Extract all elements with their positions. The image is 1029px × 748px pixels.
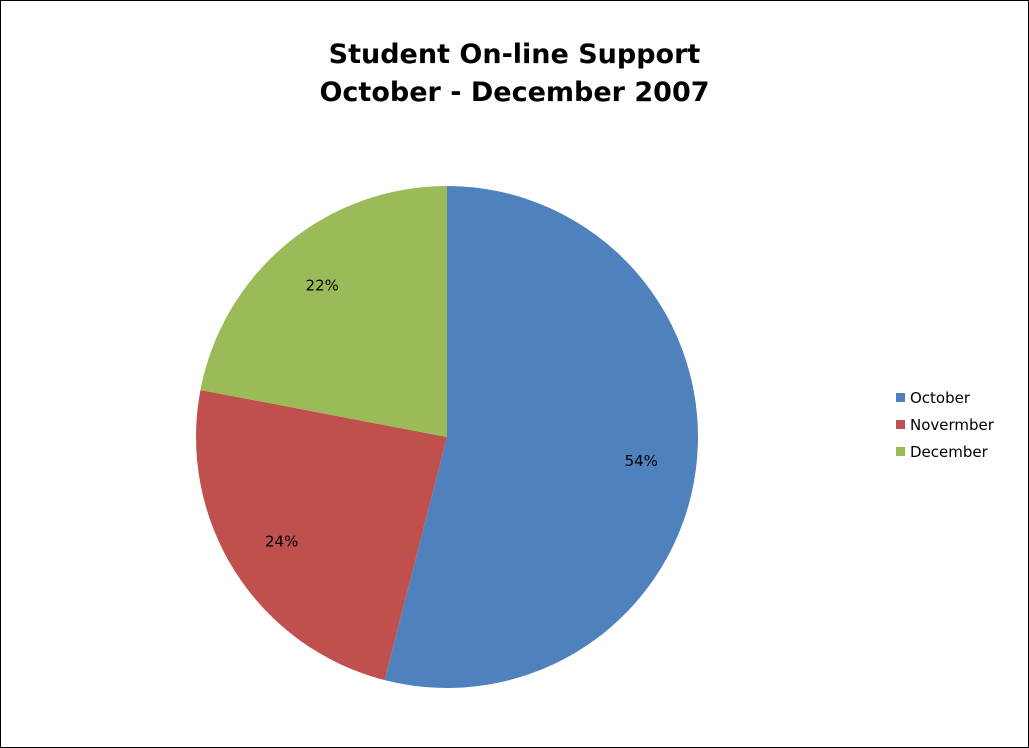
legend-item-october: October — [896, 384, 994, 411]
legend-label-december: December — [910, 442, 988, 461]
legend-swatch-november — [896, 420, 905, 429]
legend-item-november: Novermber — [896, 411, 994, 438]
legend-label-november: Novermber — [910, 415, 994, 434]
pie-slice-december — [200, 186, 447, 437]
legend-item-december: December — [896, 438, 994, 465]
legend-label-october: October — [910, 388, 971, 407]
data-label-october: 54% — [625, 452, 658, 470]
chart-legend: October Novermber December — [896, 384, 994, 465]
pie-data-labels: 54% 24% 22% — [265, 277, 658, 551]
chart-title: Student On-line Support October - Decemb… — [0, 36, 1029, 112]
chart-title-line-2: October - December 2007 — [319, 77, 710, 108]
pie-slice-november — [196, 389, 447, 681]
pie-slice-october — [384, 186, 699, 689]
data-label-november: 24% — [265, 532, 298, 550]
legend-swatch-october — [896, 393, 905, 402]
legend-swatch-december — [896, 447, 905, 456]
chart-title-line-1: Student On-line Support — [328, 39, 701, 70]
pie-slices — [196, 186, 699, 689]
data-label-december: 22% — [306, 277, 339, 295]
